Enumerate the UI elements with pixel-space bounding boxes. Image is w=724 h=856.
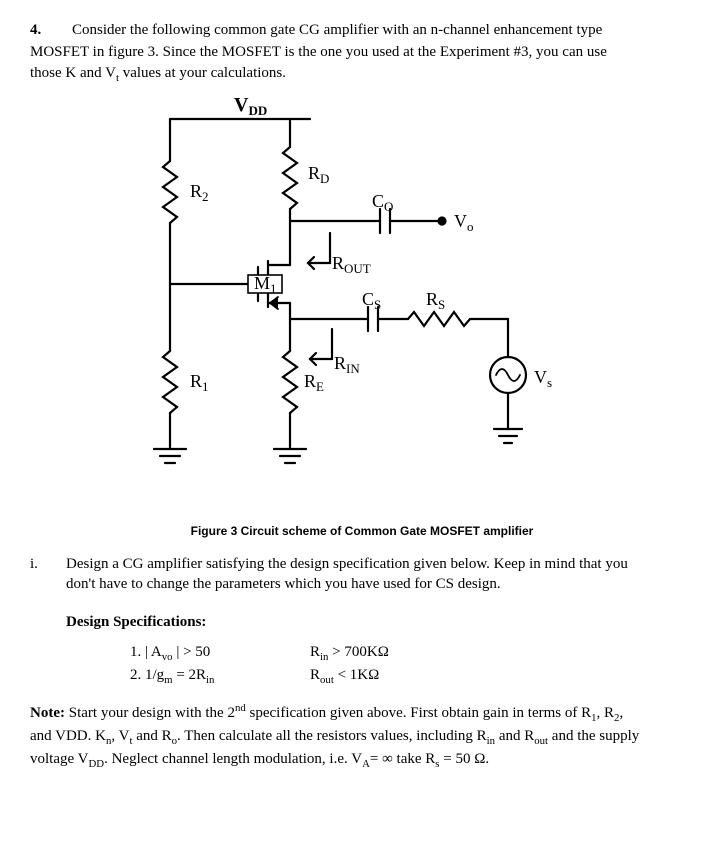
n3d: = 50 Ω. xyxy=(439,751,489,767)
spec-2-c1: 2. 1/gm = 2Rin xyxy=(130,665,310,688)
part-i-l2: don't have to change the parameters whic… xyxy=(66,576,501,592)
svg-text:RS: RS xyxy=(426,289,445,312)
spec-row-1: 1. | Avo | > 50 Rin > 700KΩ xyxy=(130,642,694,665)
n2s5: out xyxy=(534,735,548,747)
svg-text:RIN: RIN xyxy=(334,353,360,376)
svg-text:ROUT: ROUT xyxy=(332,253,371,276)
s1a: 1. | A xyxy=(130,644,162,660)
n3s1: DD xyxy=(88,758,104,770)
n2b: , V xyxy=(111,728,129,744)
n2a: and VDD. K xyxy=(30,728,106,744)
stmt-l3-wrap: those K and Vt values at your calculatio… xyxy=(30,63,694,86)
svg-text:VDD: VDD xyxy=(234,94,267,118)
problem-number: 4. xyxy=(30,20,72,40)
s1f: > 700KΩ xyxy=(328,644,388,660)
n1a: Start your design with the 2 xyxy=(65,705,235,721)
part-i-text: Design a CG amplifier satisfying the des… xyxy=(66,554,628,595)
svg-text:RE: RE xyxy=(304,371,324,394)
stmt-l2: MOSFET in figure 3. Since the MOSFET is … xyxy=(30,42,694,62)
design-spec-title: Design Specifications: xyxy=(66,612,694,632)
lbl-rd-sub: D xyxy=(320,171,329,186)
s2g: < 1KΩ xyxy=(334,667,379,683)
lbl-r1: R xyxy=(190,371,202,391)
lbl-co-sub: O xyxy=(384,199,393,214)
n2f: and the supply xyxy=(548,728,639,744)
n3b: . Neglect channel length modulation, i.e… xyxy=(104,751,362,767)
stmt-l3b: values at your calculations. xyxy=(119,65,286,81)
n3a: voltage V xyxy=(30,751,88,767)
lbl-vo-sub: o xyxy=(467,219,474,234)
svg-text:Vo: Vo xyxy=(454,211,474,234)
s2c: = 2R xyxy=(173,667,206,683)
lbl-cs: C xyxy=(362,289,374,309)
part-i-marker: i. xyxy=(30,554,66,595)
lbl-cs-sub: S xyxy=(374,297,381,312)
lbl-r1-sub: 1 xyxy=(202,379,209,394)
s2d: in xyxy=(206,674,214,686)
n2s4: in xyxy=(487,735,495,747)
lbl-vs: V xyxy=(534,367,547,387)
n1d: , xyxy=(619,705,623,721)
lbl-rout: R xyxy=(332,253,344,273)
n1sup: nd xyxy=(235,702,246,714)
n3c: = ∞ take R xyxy=(370,751,435,767)
n3s2: A xyxy=(362,758,370,770)
n2e: and R xyxy=(495,728,534,744)
lbl-co: C xyxy=(372,191,384,211)
note-prefix: Note: xyxy=(30,705,65,721)
svg-text:RD: RD xyxy=(308,163,329,186)
svg-text:R2: R2 xyxy=(190,181,209,204)
spec-1-c2: Rin > 700KΩ xyxy=(310,642,389,665)
s1d: R xyxy=(310,644,320,660)
lbl-rin-sub: IN xyxy=(346,361,360,376)
circuit-diagram: VDD R2 RD CO Vo ROUT M1 CS RS RIN R1 RE … xyxy=(110,89,694,515)
s2b: m xyxy=(164,674,172,686)
spec-1-c1: 1. | Avo | > 50 xyxy=(130,642,310,665)
svg-text:Vs: Vs xyxy=(534,367,552,390)
lbl-vo: V xyxy=(454,211,467,231)
s1b: vo xyxy=(162,651,173,663)
problem-text: Consider the following common gate CG am… xyxy=(72,20,602,40)
lbl-rs-sub: S xyxy=(438,297,445,312)
lbl-m1: M xyxy=(254,273,270,293)
lbl-rin: R xyxy=(334,353,346,373)
figure-caption: Figure 3 Circuit scheme of Common Gate M… xyxy=(30,523,694,539)
spec-row-2: 2. 1/gm = 2Rin Rout < 1KΩ xyxy=(130,665,694,688)
lbl-rout-sub: OUT xyxy=(344,261,371,276)
problem-header: 4. Consider the following common gate CG… xyxy=(30,20,694,40)
stmt-l3a: those K and V xyxy=(30,65,116,81)
svg-text:CO: CO xyxy=(372,191,393,214)
lbl-r2: R xyxy=(190,181,202,201)
s2f: out xyxy=(320,674,334,686)
n2c: and R xyxy=(132,728,171,744)
lbl-vdd-sub: DD xyxy=(248,103,267,118)
lbl-rs: R xyxy=(426,289,438,309)
stmt-l1: Consider the following common gate CG am… xyxy=(72,22,602,38)
lbl-rd: R xyxy=(308,163,320,183)
n2d: . Then calculate all the resistors value… xyxy=(177,728,487,744)
s1c: | > 50 xyxy=(173,644,211,660)
lbl-vs-sub: s xyxy=(547,375,552,390)
n1b: specification given above. First obtain … xyxy=(246,705,591,721)
svg-text:CS: CS xyxy=(362,289,381,312)
part-i-l1: Design a CG amplifier satisfying the des… xyxy=(66,556,628,572)
design-specs: 1. | Avo | > 50 Rin > 700KΩ 2. 1/gm = 2R… xyxy=(130,642,694,687)
note: Note: Start your design with the 2nd spe… xyxy=(30,701,694,771)
lbl-m1-sub: 1 xyxy=(270,281,277,296)
lbl-vdd: V xyxy=(234,94,249,116)
part-i: i. Design a CG amplifier satisfying the … xyxy=(30,554,694,595)
lbl-re: R xyxy=(304,371,316,391)
svg-text:R1: R1 xyxy=(190,371,209,394)
lbl-r2-sub: 2 xyxy=(202,189,209,204)
s2e: R xyxy=(310,667,320,683)
s2a: 2. 1/g xyxy=(130,667,164,683)
n1c: , R xyxy=(597,705,615,721)
spec-2-c2: Rout < 1KΩ xyxy=(310,665,379,688)
lbl-re-sub: E xyxy=(316,379,324,394)
